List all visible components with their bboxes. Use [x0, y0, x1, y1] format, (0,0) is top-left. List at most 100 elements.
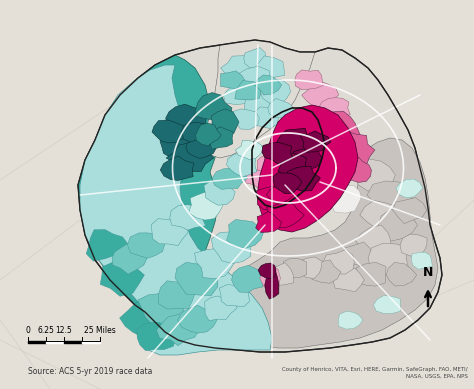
Polygon shape [219, 285, 250, 307]
Polygon shape [223, 82, 258, 105]
Polygon shape [367, 181, 414, 214]
Polygon shape [257, 154, 280, 175]
Polygon shape [195, 93, 232, 121]
Polygon shape [259, 79, 291, 105]
Polygon shape [179, 122, 212, 147]
Polygon shape [152, 120, 183, 143]
Polygon shape [170, 205, 206, 230]
Polygon shape [255, 56, 285, 79]
Polygon shape [100, 259, 145, 296]
Polygon shape [358, 159, 395, 191]
Polygon shape [80, 65, 272, 355]
Polygon shape [319, 98, 350, 119]
Polygon shape [268, 98, 294, 118]
Polygon shape [273, 173, 302, 194]
Polygon shape [328, 186, 361, 213]
Polygon shape [260, 266, 281, 290]
Polygon shape [266, 187, 294, 203]
Polygon shape [248, 107, 279, 128]
Polygon shape [128, 233, 164, 258]
Polygon shape [195, 249, 235, 279]
Polygon shape [227, 219, 264, 249]
Polygon shape [301, 131, 331, 152]
Polygon shape [160, 136, 190, 160]
Polygon shape [292, 183, 326, 207]
Polygon shape [396, 179, 423, 198]
Polygon shape [258, 105, 358, 232]
Polygon shape [221, 56, 255, 79]
Polygon shape [175, 262, 218, 296]
Polygon shape [259, 196, 285, 219]
Polygon shape [323, 151, 358, 180]
Polygon shape [338, 311, 363, 329]
Polygon shape [317, 137, 343, 160]
Polygon shape [152, 219, 188, 245]
Polygon shape [204, 127, 233, 149]
Polygon shape [277, 128, 312, 157]
Polygon shape [205, 296, 237, 321]
Polygon shape [137, 322, 176, 350]
Polygon shape [411, 252, 432, 269]
Polygon shape [301, 81, 339, 107]
Text: N: N [423, 266, 433, 279]
Polygon shape [212, 168, 248, 189]
Polygon shape [368, 243, 409, 274]
Polygon shape [374, 296, 400, 314]
Polygon shape [156, 315, 199, 346]
Polygon shape [236, 140, 264, 160]
Text: 25 Miles: 25 Miles [84, 326, 116, 335]
Polygon shape [283, 258, 307, 278]
Polygon shape [160, 156, 194, 180]
Polygon shape [355, 262, 386, 286]
Polygon shape [211, 109, 239, 136]
Polygon shape [360, 200, 399, 228]
Polygon shape [232, 265, 263, 293]
Polygon shape [255, 75, 282, 95]
Polygon shape [295, 70, 323, 90]
Polygon shape [333, 268, 365, 292]
Polygon shape [158, 281, 198, 309]
Polygon shape [265, 269, 279, 299]
Polygon shape [186, 138, 216, 158]
Polygon shape [86, 230, 128, 261]
Polygon shape [220, 71, 245, 89]
Text: Source: ACS 5-yr 2019 race data: Source: ACS 5-yr 2019 race data [28, 367, 152, 376]
Polygon shape [310, 260, 341, 283]
Polygon shape [386, 262, 417, 286]
Polygon shape [211, 232, 251, 263]
Polygon shape [279, 198, 313, 223]
Polygon shape [189, 192, 223, 220]
Polygon shape [119, 298, 165, 337]
Polygon shape [258, 263, 276, 279]
Polygon shape [255, 212, 282, 232]
Polygon shape [166, 143, 214, 172]
Polygon shape [262, 142, 293, 164]
Polygon shape [166, 104, 206, 133]
Polygon shape [78, 55, 218, 305]
Polygon shape [205, 40, 315, 158]
Polygon shape [272, 185, 297, 204]
Polygon shape [287, 166, 320, 191]
Text: 0: 0 [26, 326, 30, 335]
Polygon shape [235, 81, 261, 100]
Polygon shape [284, 163, 319, 191]
Polygon shape [233, 66, 270, 93]
Polygon shape [278, 154, 307, 177]
Polygon shape [298, 257, 322, 279]
Polygon shape [400, 234, 427, 256]
Polygon shape [378, 209, 418, 241]
Polygon shape [178, 305, 217, 333]
Polygon shape [244, 47, 267, 68]
Polygon shape [244, 95, 277, 117]
Polygon shape [78, 40, 442, 352]
Text: 12.5: 12.5 [55, 326, 73, 335]
Polygon shape [232, 109, 259, 130]
Text: 6.25: 6.25 [37, 326, 55, 335]
Polygon shape [293, 147, 322, 170]
Polygon shape [331, 131, 375, 165]
Polygon shape [244, 170, 270, 188]
Polygon shape [323, 250, 354, 274]
Polygon shape [195, 123, 221, 146]
Polygon shape [204, 181, 235, 205]
Polygon shape [222, 138, 438, 348]
